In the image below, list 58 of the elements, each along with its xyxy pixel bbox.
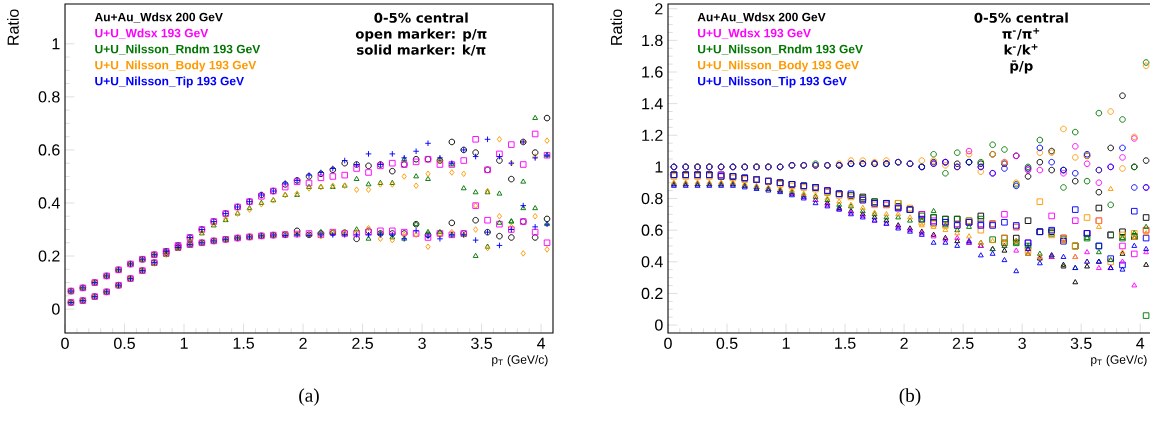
x-tick-label: 3.5 [471,337,493,350]
y-tick-label: 1.8 [642,34,663,47]
annotation: k$^{-}$/k$^{+}$ [1004,43,1038,56]
x-tick-label: 0.5 [114,337,135,350]
x-tick-label: 1 [180,337,188,349]
annotation: π$^{-}$/π$^{+}$ [1002,27,1040,40]
y-axis-title: Ratio [7,9,19,45]
y-tick-label: 1.6 [642,66,663,78]
x-tick-label: 3 [1018,337,1026,350]
annotation: solid marker: k/π [357,44,486,56]
x-axis-title: p$_{T}$ (GeV/c) [1091,355,1147,367]
text: U+U_Wdsx 193 GeV [95,28,209,39]
text: U+U_Nilsson_Body 193 GeV [698,60,859,72]
text: U+U_Nilsson_Tip 193 GeV [95,76,244,88]
x-axis-title: p$_{T}$ (GeV/c) [492,355,548,367]
x-tick-label: 3.5 [1070,337,1092,350]
y-tick-label: 0.8 [38,91,60,103]
y-tick-label: 1 [52,38,60,50]
annotation: 0-5% central [974,12,1068,23]
x-tick-label: 0 [664,337,672,350]
y-tick-label: 0.6 [641,224,663,236]
text: U+U_Nilsson_Rndm 193 GeV [95,44,261,55]
text: Au+Au_Wdsx 200 GeV [697,12,826,23]
y-tick-label: 1 [655,161,663,173]
text: (a) [299,388,319,406]
x-tick-label: 2 [900,337,908,349]
y-tick-label: 0.6 [38,144,60,156]
annotation: 0-5% central [374,12,468,23]
y-tick-label: 0 [655,319,663,331]
text: Au+Au_Wdsx 200 GeV [94,12,223,23]
y-tick-label: 0.4 [38,197,60,209]
y-tick-label: 0.2 [641,287,663,300]
text: U+U_Nilsson_Body 193 GeV [95,60,257,72]
x-tick-label: 4 [537,337,546,349]
x-tick-label: 2.5 [352,337,373,350]
y-tick-label: 0.4 [641,256,663,268]
y-tick-label: 1.2 [642,129,663,141]
x-tick-label: 1 [782,337,790,349]
annotation: open marker: p/π [355,28,487,42]
text: U+U_Nilsson_Rndm 193 GeV [698,44,863,55]
x-tick-label: 3 [418,337,426,350]
x-tick-label: 2 [299,337,307,349]
y-tick-label: 2 [655,3,663,15]
y-axis-title: Ratio [610,9,623,45]
y-tick-label: 0.2 [38,250,60,262]
x-tick-label: 1.5 [835,337,856,349]
y-tick-label: 0 [52,303,60,315]
text: (b) [899,388,921,406]
x-tick-label: 0.5 [716,337,738,350]
text: U+U_Wdsx 193 GeV [698,28,811,39]
text: U+U_Nilsson_Tip 193 GeV [698,76,847,88]
x-tick-label: 0 [61,337,69,350]
annotation: p̄/p [1010,60,1033,74]
x-tick-label: 1.5 [233,337,254,349]
y-tick-label: 0.8 [641,192,663,205]
y-tick-label: 1.4 [642,98,663,110]
x-tick-label: 4 [1136,337,1145,349]
x-tick-label: 2.5 [952,337,974,350]
